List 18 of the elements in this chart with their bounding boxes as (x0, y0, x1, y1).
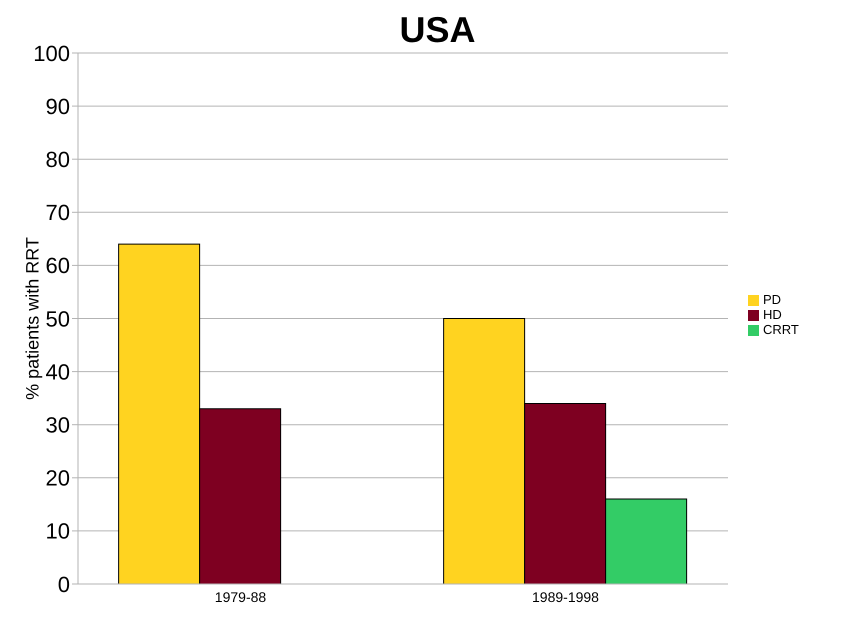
y-tick-label: 10 (46, 518, 70, 544)
legend-label: PD (763, 292, 782, 306)
x-tick-label: 1979-88 (214, 588, 266, 605)
y-tick-label: 60 (46, 253, 70, 278)
legend-label: CRRT (763, 322, 799, 336)
y-tick-label: 70 (46, 200, 70, 226)
y-tick-label: 30 (46, 412, 70, 438)
y-tick-label: 50 (46, 306, 70, 332)
chart-title: USA (398, 8, 476, 52)
x-tick-label: 1989-1998 (532, 588, 600, 605)
y-tick-label: 90 (46, 94, 70, 119)
y-tick-label: 80 (46, 147, 70, 172)
y-tick-label: 0 (58, 572, 70, 597)
y-tick-label: 20 (46, 466, 70, 491)
y-axis-title: % patients with RRT (22, 237, 42, 400)
legend-label: HD (763, 306, 782, 322)
y-tick-label: 100 (33, 40, 70, 66)
y-tick-label: 40 (46, 359, 70, 384)
